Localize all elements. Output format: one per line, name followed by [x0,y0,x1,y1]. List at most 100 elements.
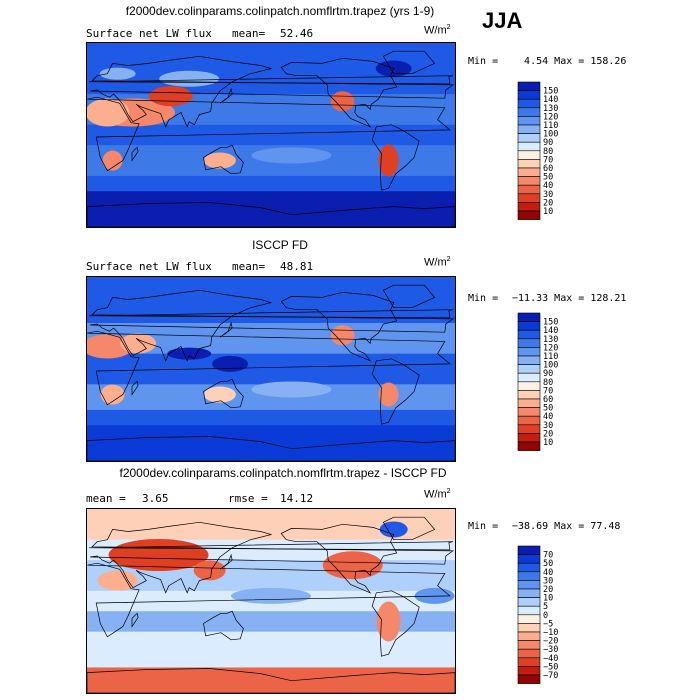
panel-3-rmse-label: rmse = [228,492,268,505]
colorbar-tick-label: 90 [543,138,553,148]
coastline [371,358,420,425]
colorbar-tick-label: 20 [543,429,553,439]
colorbar-box [517,167,541,177]
coastline [280,523,398,594]
colorbar-box [517,176,541,186]
panel-3-title: f2000dev.colinparams.colinpatch.nomflrtm… [119,466,447,480]
field-band [87,425,455,461]
colorbar-box [517,150,541,160]
field-region [203,386,236,403]
panel-2-field-label: Surface net LW flux [86,260,212,273]
colorbar-box [517,184,541,195]
colorbar-tick-label: 90 [543,369,553,379]
colorbar-tick-label: 10 [543,594,553,604]
colorbar-box [517,674,541,684]
coastline [203,610,244,641]
colorbar-tick-label: 110 [543,352,558,362]
colorbar-box [517,562,541,573]
colorbar-tick-label: 30 [543,421,553,431]
panel-2-mean-value: 48.81 [280,260,314,273]
colorbar-tick-label: 60 [543,395,553,405]
colorbar-tick-label: 40 [543,412,553,422]
colorbar-box [517,597,541,607]
coastline [87,330,451,406]
colorbar-box [517,107,541,117]
colorbar-tick-label: 130 [543,335,558,345]
field-region [203,152,236,169]
panel-2-minmax: Min = −11.33 Max = 128.21 [468,293,627,304]
panel-1-field-label: Surface net LW flux [86,27,212,40]
colorbar-box [517,424,541,434]
colorbar-box [517,329,541,340]
panel-1-map [86,42,456,228]
colorbar-box [517,640,541,650]
coastline [131,380,139,396]
colorbar-tick-label: 20 [543,198,553,208]
colorbar-tick-label: 70 [543,386,553,396]
colorbar-box [517,390,541,400]
coastline [88,309,454,319]
field-region [378,382,399,407]
coastline [88,75,454,85]
colorbar-tick-label: 130 [543,104,558,114]
colorbar-tick-label: 80 [543,147,553,157]
field-region [376,601,401,642]
coastline [280,291,398,362]
coastline [131,612,139,628]
colorbar-tick-label: 140 [543,95,558,105]
colorbar-box [517,90,541,100]
panel-3-rmse-value: 14.12 [280,492,314,505]
colorbar-box [517,321,541,331]
panel-3-mean-value: 3.65 [142,492,169,505]
colorbar-box [517,364,541,374]
colorbar-box [517,202,541,212]
colorbar-box [517,398,541,408]
colorbar-box [517,116,541,126]
colorbar-tick-label: −40 [543,654,558,664]
panel-1-mean-label: mean= [232,27,266,40]
field-region [379,521,408,538]
panel-1-minmax: Min = 4.54 Max = 158.26 [468,56,627,67]
colorbar-box [517,631,541,641]
colorbar-tick-label: −70 [543,671,558,681]
colorbar-box [517,415,541,426]
colorbar-box [517,141,541,152]
colorbar-box [517,338,541,348]
coastline [87,562,451,638]
colorbar-tick-label: 110 [543,121,558,131]
field-region [120,333,157,354]
colorbar-box [517,210,541,220]
coastline [280,57,398,128]
colorbar-box [517,657,541,667]
field-region [231,587,311,604]
colorbar-tick-label: 100 [543,361,558,371]
field-band [87,667,455,693]
coastline [382,284,436,309]
colorbar-box [517,312,541,322]
coastline [90,289,455,362]
colorbar-tick-label: 60 [543,164,553,174]
colorbar-box [517,81,541,91]
coastline [87,668,455,693]
colorbar-tick-label: 120 [543,112,558,122]
panel-3-colorbar: 70 50 40 30 20 10 5 0 −5 −10 −20 −30 −40 −50 −70 [517,545,588,688]
colorbar-box [517,441,541,451]
panel-2-mean-label: mean= [232,260,266,273]
coastline [87,436,455,461]
colorbar-tick-label: 140 [543,326,558,336]
panel-3-units: W/m2 [424,488,451,501]
colorbar-box [517,554,541,564]
colorbar-box [517,433,541,443]
colorbar-tick-label: 50 [543,559,553,569]
colorbar-tick-label: 10 [543,438,553,448]
colorbar-tick-label: 40 [543,568,553,578]
colorbar-box [517,614,541,624]
panel-3-minmax: Min = −38.69 Max = 77.48 [468,521,621,532]
colorbar-tick-label: 50 [543,173,553,183]
colorbar-box [517,666,541,676]
coastline [219,553,233,570]
colorbar-box [517,159,541,169]
coastline [203,144,244,175]
field-band [87,611,455,632]
coastline [87,202,455,227]
